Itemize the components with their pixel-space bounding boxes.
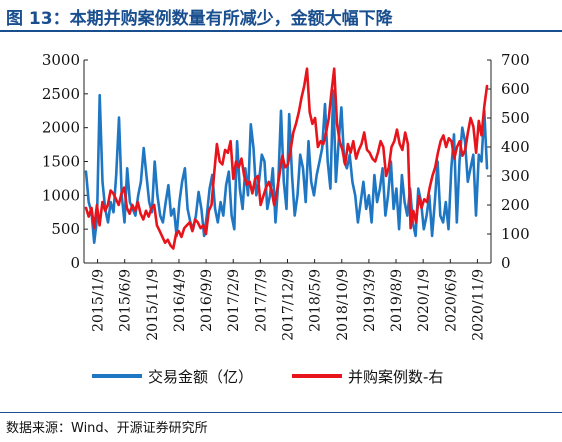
x-tick-label: 2015/1/9: [91, 269, 107, 332]
x-tick-label: 2019/3/9: [362, 269, 378, 332]
x-tick-label: 2020/1/9: [416, 269, 432, 332]
x-tick-label: 2016/9/9: [199, 269, 215, 332]
y-right-tick-label: 500: [501, 109, 530, 127]
x-tick-label: 2017/2/9: [226, 269, 242, 332]
x-tick-label: 2018/10/9: [335, 269, 351, 341]
legend-label-count: 并购案例数-右: [348, 368, 443, 386]
x-tick-label: 2017/12/9: [281, 269, 297, 341]
y-left-tick-label: 3000: [42, 51, 80, 69]
y-left-tick-label: 0: [70, 254, 80, 272]
series-line-count: [84, 67, 489, 250]
source-note: 数据来源：Wind、开源证券研究所: [6, 421, 208, 436]
x-tick-label: 2015/11/9: [145, 269, 161, 341]
y-right-tick-label: 300: [501, 167, 530, 185]
y-right-tick-label: 0: [501, 254, 511, 272]
y-left-tick-label: 500: [51, 220, 80, 238]
y-right-tick-label: 200: [501, 196, 530, 214]
x-tick-label: 2019/8/9: [389, 269, 405, 332]
chart-legend: 交易金额（亿） 并购案例数-右: [92, 368, 443, 386]
y-left-tick-label: 1500: [42, 153, 80, 171]
x-tick-label: 2020/11/9: [470, 269, 486, 341]
chart-series: [84, 67, 489, 250]
x-tick-label: 2016/4/9: [172, 269, 188, 332]
y-left-tick-label: 1000: [42, 186, 80, 204]
y-right-tick-label: 100: [501, 225, 530, 243]
legend-label-amount: 交易金额（亿）: [148, 368, 253, 386]
y-right-tick-label: 600: [501, 80, 530, 98]
y-left-tick-label: 2500: [42, 85, 80, 103]
page-title: 图 13：本期并购案例数量有所减少，金额大幅下降: [6, 9, 393, 29]
x-tick-label: 2017/7/9: [253, 269, 269, 332]
y-right-tick-label: 700: [501, 51, 530, 69]
x-tick-label: 2015/6/9: [118, 269, 134, 332]
title-divider: [0, 30, 562, 32]
y-left-tick-label: 2000: [42, 119, 80, 137]
chart: 0 500 1000 1500 2000 2500 3000 0 100 200 300 400 500…: [42, 51, 530, 386]
footer-divider: [0, 412, 562, 413]
x-tick-label: 2020/6/9: [443, 269, 459, 332]
y-right-tick-label: 400: [501, 138, 530, 156]
x-tick-label: 2018/5/9: [308, 269, 324, 332]
chart-axes: 0 500 1000 1500 2000 2500 3000 0 100 200 300 400 500…: [42, 51, 530, 341]
